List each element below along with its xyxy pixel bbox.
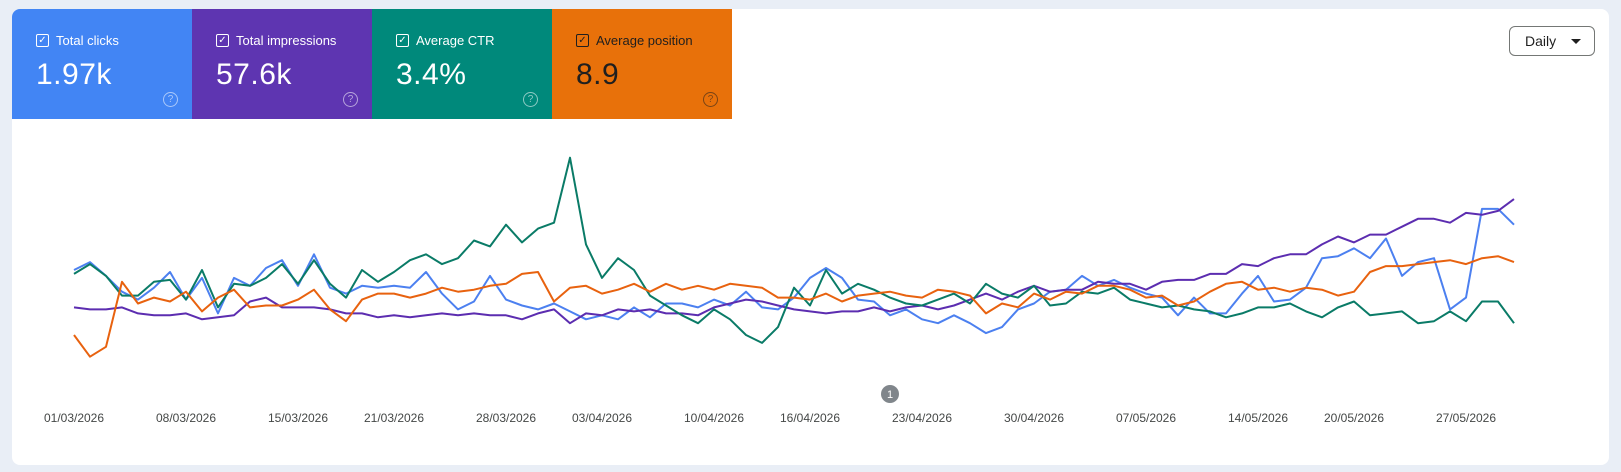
metric-tiles: ✓ Total clicks 1.97k ? ✓ Total impressions… (12, 9, 732, 119)
x-tick-label: 07/05/2026 (1116, 411, 1176, 425)
checkbox-checked-icon[interactable]: ✓ (576, 34, 589, 47)
annotation-label: 1 (887, 389, 893, 401)
help-icon[interactable]: ? (523, 92, 538, 107)
x-tick-label: 23/04/2026 (892, 411, 952, 425)
help-icon[interactable]: ? (703, 92, 718, 107)
x-tick-label: 14/05/2026 (1228, 411, 1288, 425)
caret-down-icon (1571, 39, 1581, 44)
checkbox-checked-icon[interactable]: ✓ (396, 34, 409, 47)
series-line-average-ctr[interactable] (73, 156, 1515, 344)
x-tick-label: 10/04/2026 (684, 411, 744, 425)
series-line-average-position[interactable] (73, 255, 1515, 358)
x-tick-label: 28/03/2026 (476, 411, 536, 425)
metric-label: Total impressions (236, 33, 337, 48)
help-icon[interactable]: ? (343, 92, 358, 107)
checkbox-checked-icon[interactable]: ✓ (216, 34, 229, 47)
metric-label: Average position (596, 33, 693, 48)
x-tick-label: 20/05/2026 (1324, 411, 1384, 425)
period-dropdown-label: Daily (1525, 33, 1557, 49)
metric-label: Total clicks (56, 33, 119, 48)
x-tick-label: 30/04/2026 (1004, 411, 1064, 425)
metric-tile-total-clicks[interactable]: ✓ Total clicks 1.97k ? (12, 9, 192, 119)
metric-tile-average-position[interactable]: ✓ Average position 8.9 ? (552, 9, 732, 119)
x-tick-label: 21/03/2026 (364, 411, 424, 425)
annotation-circle[interactable] (881, 385, 899, 403)
x-tick-label: 01/03/2026 (44, 411, 104, 425)
x-tick-label: 27/05/2026 (1436, 411, 1496, 425)
performance-line-chart: 01/03/2026 08/03/2026 15/03/2026 21/03/2026… (44, 156, 1515, 425)
series-line-total-clicks[interactable] (73, 207, 1515, 335)
x-tick-label: 15/03/2026 (268, 411, 328, 425)
checkbox-checked-icon[interactable]: ✓ (36, 34, 49, 47)
metric-value: 3.4% (396, 58, 467, 91)
period-dropdown[interactable]: Daily (1509, 26, 1595, 56)
metric-tile-total-impressions[interactable]: ✓ Total impressions 57.6k ? (192, 9, 372, 119)
help-icon[interactable]: ? (163, 92, 178, 107)
metric-value: 1.97k (36, 58, 112, 91)
metric-tile-average-ctr[interactable]: ✓ Average CTR 3.4% ? (372, 9, 552, 119)
metric-value: 8.9 (576, 58, 620, 91)
performance-card: ✓ Total clicks 1.97k ? ✓ Total impressions… (12, 9, 1609, 465)
metric-label: Average CTR (416, 33, 495, 48)
annotation-marker[interactable]: 1 (881, 385, 899, 403)
x-tick-label: 03/04/2026 (572, 411, 632, 425)
series-line-total-impressions[interactable] (73, 198, 1515, 325)
x-tick-label: 16/04/2026 (780, 411, 840, 425)
x-tick-label: 08/03/2026 (156, 411, 216, 425)
metric-value: 57.6k (216, 58, 292, 91)
